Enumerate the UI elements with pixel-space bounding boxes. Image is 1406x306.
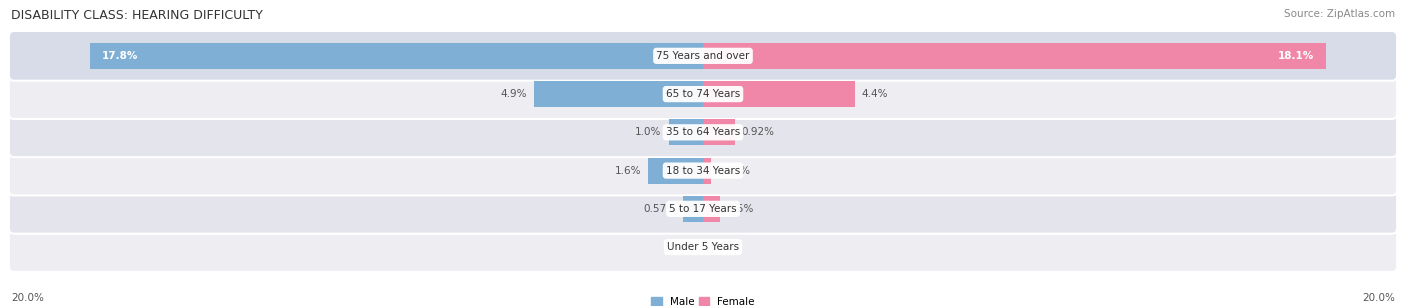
Text: 5 to 17 Years: 5 to 17 Years <box>669 204 737 214</box>
FancyBboxPatch shape <box>8 222 1398 272</box>
Text: 0.5%: 0.5% <box>727 204 754 214</box>
Text: 1.6%: 1.6% <box>614 166 641 176</box>
Text: 20.0%: 20.0% <box>1362 293 1395 303</box>
Text: 0.23%: 0.23% <box>718 166 751 176</box>
Text: Source: ZipAtlas.com: Source: ZipAtlas.com <box>1284 9 1395 19</box>
Bar <box>703 81 855 107</box>
Bar <box>703 196 720 222</box>
FancyBboxPatch shape <box>8 31 1398 81</box>
Text: 0.0%: 0.0% <box>669 242 696 252</box>
FancyBboxPatch shape <box>8 146 1398 196</box>
Text: 20.0%: 20.0% <box>11 293 44 303</box>
Text: 65 to 74 Years: 65 to 74 Years <box>666 89 740 99</box>
Bar <box>703 158 711 184</box>
Bar <box>703 43 1326 69</box>
FancyBboxPatch shape <box>8 107 1398 157</box>
Text: 35 to 64 Years: 35 to 64 Years <box>666 127 740 137</box>
Text: 4.4%: 4.4% <box>862 89 889 99</box>
Text: DISABILITY CLASS: HEARING DIFFICULTY: DISABILITY CLASS: HEARING DIFFICULTY <box>11 9 263 22</box>
Text: 18.1%: 18.1% <box>1278 51 1315 61</box>
Text: 4.9%: 4.9% <box>501 89 527 99</box>
Bar <box>669 119 703 145</box>
Bar <box>683 196 703 222</box>
Bar <box>703 119 735 145</box>
Text: 0.0%: 0.0% <box>710 242 737 252</box>
Bar <box>534 81 703 107</box>
FancyBboxPatch shape <box>8 69 1398 119</box>
Text: Under 5 Years: Under 5 Years <box>666 242 740 252</box>
Text: 0.92%: 0.92% <box>741 127 775 137</box>
Bar <box>648 158 703 184</box>
FancyBboxPatch shape <box>8 184 1398 234</box>
Legend: Male, Female: Male, Female <box>647 293 759 306</box>
Bar <box>90 43 703 69</box>
Text: 0.57%: 0.57% <box>644 204 676 214</box>
Text: 1.0%: 1.0% <box>636 127 662 137</box>
Text: 75 Years and over: 75 Years and over <box>657 51 749 61</box>
Text: 17.8%: 17.8% <box>101 51 138 61</box>
Text: 18 to 34 Years: 18 to 34 Years <box>666 166 740 176</box>
